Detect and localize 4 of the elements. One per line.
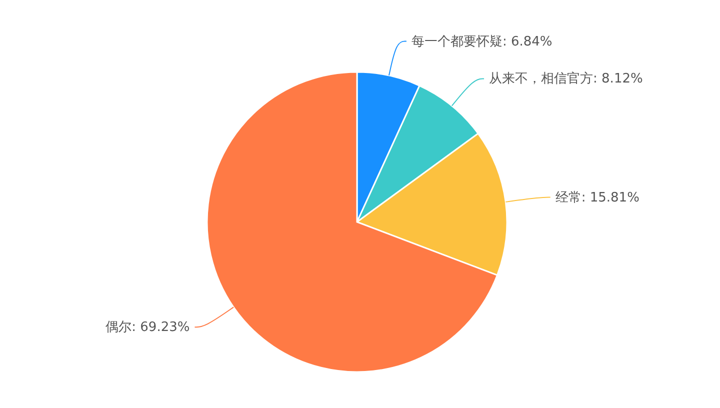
slice-label: 每一个都要怀疑: 6.84% xyxy=(411,34,552,50)
slice-label: 经常: 15.81% xyxy=(555,190,640,206)
slice-label: 偶尔: 69.23% xyxy=(106,320,190,336)
slice-label: 从来不，相信官方: 8.12% xyxy=(489,70,643,87)
